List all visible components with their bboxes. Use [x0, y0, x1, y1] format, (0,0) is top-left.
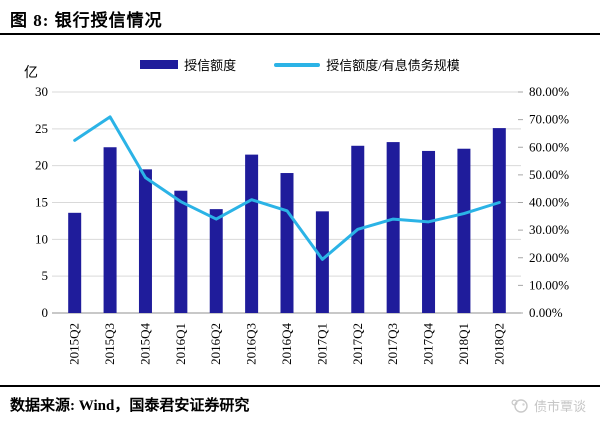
legend-item-bar: 授信额度 [140, 55, 236, 74]
right-axis-tick-label: 60.00% [529, 139, 569, 154]
bar [457, 148, 471, 313]
x-axis-tick-label: 2015Q3 [102, 323, 117, 365]
right-axis-tick-label: 40.00% [529, 195, 569, 210]
left-axis-unit-label: 亿 [24, 66, 38, 81]
bar [138, 169, 152, 313]
left-axis-tick-label: 20 [35, 158, 48, 173]
chart-svg: 0 5 10 15 20 25 30 0.00% 10.00% 20.00% 30.00% 40.00… [35, 84, 569, 365]
x-axis-tick-label: 2016Q1 [173, 323, 188, 365]
right-axis-tick-label: 10.00% [529, 277, 569, 292]
left-axis-tick-label: 0 [42, 305, 49, 320]
bar [68, 212, 82, 313]
footer-divider [0, 385, 600, 387]
left-axis-tick-label: 30 [35, 84, 48, 99]
watermark-logo-icon [511, 398, 528, 413]
x-axis-tick-label: 2018Q2 [491, 323, 506, 365]
right-axis-tick-label: 70.00% [529, 112, 569, 127]
x-axis-tick-label: 2017Q1 [314, 323, 329, 365]
bar-swatch-icon [140, 60, 179, 69]
bar [280, 173, 294, 313]
bar [174, 190, 188, 313]
x-axis-tick-label: 2017Q4 [421, 323, 436, 365]
legend-label: 授信额度/有息债务规模 [326, 58, 460, 73]
line-swatch-icon [274, 62, 321, 67]
left-axis-tick-label: 15 [35, 195, 48, 210]
bar [245, 154, 259, 313]
right-axis-tick-label: 0.00% [529, 305, 563, 320]
x-axis-tick-label: 2015Q4 [137, 323, 152, 365]
x-axis-tick-label: 2017Q2 [350, 323, 365, 365]
title-divider [0, 33, 600, 35]
left-axis-tick-label: 10 [35, 231, 48, 246]
right-axis-tick-label: 30.00% [529, 222, 569, 237]
x-axis-tick-label: 2017Q3 [385, 323, 400, 365]
x-axis-tick-label: 2016Q3 [244, 323, 259, 365]
x-axis-tick-label: 2016Q2 [208, 323, 223, 365]
figure-title: 图 8: 银行授信情况 [10, 11, 163, 30]
watermark-label: 债市覃谈 [533, 399, 586, 414]
line-series [73, 115, 501, 261]
left-axis-tick-label: 25 [35, 121, 48, 136]
legend-item-line: 授信额度/有息债务规模 [274, 55, 460, 74]
x-axis-tick-label: 2016Q4 [279, 323, 294, 365]
legend-label: 授信额度 [184, 58, 237, 73]
bar [103, 147, 117, 313]
bar [209, 209, 223, 313]
x-axis-tick-label: 2015Q2 [67, 323, 82, 365]
watermark: 债市覃谈 [510, 396, 586, 415]
data-source-text: 数据来源: Wind，国泰君安证券研究 [10, 398, 250, 414]
left-axis-tick-label: 5 [42, 268, 49, 283]
bar [422, 150, 436, 313]
chart-legend: 授信额度 授信额度/有息债务规模 [0, 55, 600, 74]
x-axis-tick-label: 2018Q1 [456, 323, 471, 365]
bar [386, 142, 400, 313]
right-axis-tick-label: 80.00% [529, 84, 569, 99]
bar [492, 128, 506, 313]
bar [315, 211, 329, 313]
right-axis-tick-label: 50.00% [529, 167, 569, 182]
right-axis-tick-label: 20.00% [529, 250, 569, 265]
